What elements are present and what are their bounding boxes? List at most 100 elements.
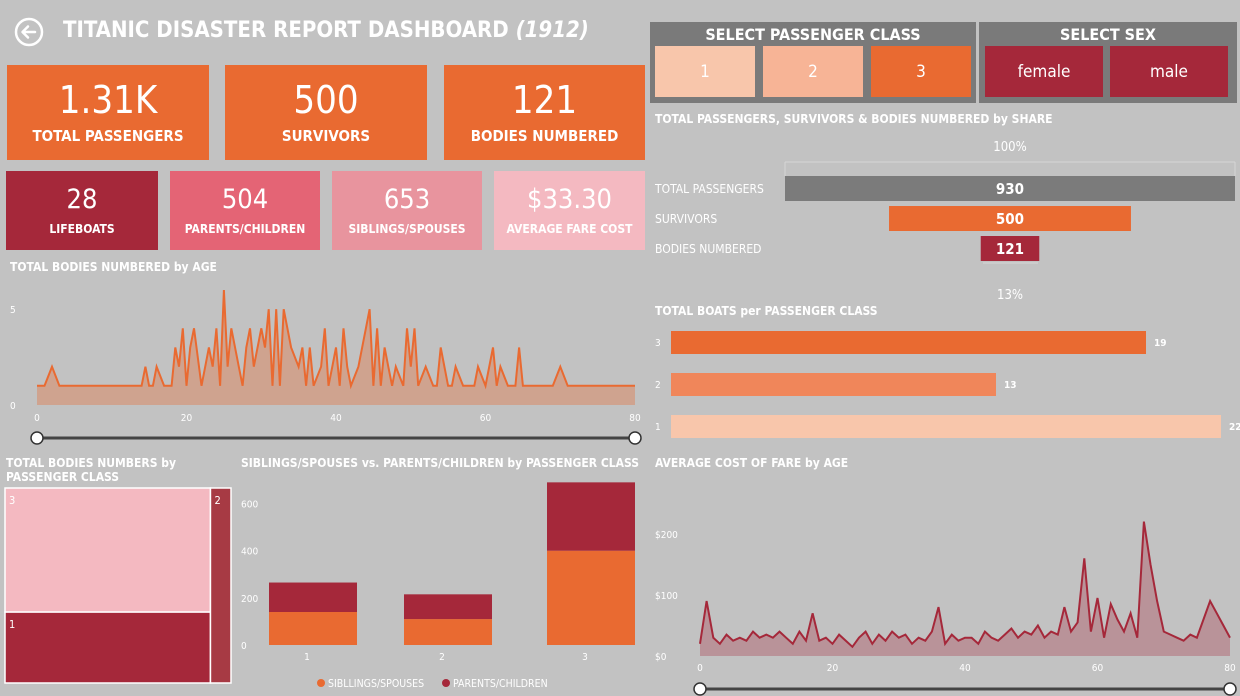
bodies-age-x-tick: 20: [181, 413, 193, 424]
kpi-value: 121: [511, 77, 578, 122]
kpi-label: TOTAL PASSENGERS: [32, 126, 184, 145]
share-bottom-label: 13%: [997, 288, 1023, 303]
kpi-value: $33.30: [527, 183, 612, 215]
kpi-label: LIFEBOATS: [49, 221, 115, 236]
kpi-label: SIBLINGS/SPOUSES: [348, 221, 466, 236]
page-title-year: (1912): [515, 18, 589, 43]
bodies-age-y-tick: 5: [10, 305, 16, 316]
share-bar-0: [785, 176, 1235, 201]
fare-age-y-tick: $0: [655, 652, 667, 663]
legend-label-parents: PARENTS/CHILDREN: [453, 678, 548, 690]
fare-age-area: [700, 521, 1230, 656]
kpi-survivors: 500 SURVIVORS: [225, 65, 427, 160]
boats-category-label: 1: [655, 422, 661, 433]
kpi-label: BODIES NUMBERED: [470, 126, 619, 145]
back-arrow-icon[interactable]: [14, 17, 44, 47]
bodies-age-x-tick: 0: [34, 413, 40, 424]
kpi-value: 500: [293, 77, 359, 122]
fare-age-x-tick: 80: [1224, 663, 1236, 674]
bodies-age-x-tick: 60: [480, 413, 492, 424]
sib-par-y-tick: 200: [241, 594, 258, 605]
share-category-label: TOTAL PASSENGERS: [654, 182, 764, 196]
legend-label-siblings: SIBLLINGS/SPOUSES: [328, 678, 424, 690]
boats-category-label: 2: [655, 380, 661, 391]
fare-range-slider-handle-max[interactable]: [1223, 682, 1237, 696]
share-bar-1: [889, 206, 1131, 231]
fare-range-slider-handle-min[interactable]: [693, 682, 707, 696]
share-bar-value: 930: [996, 180, 1024, 198]
sib-par-bar-siblings-class-2: [404, 619, 492, 645]
treemap-tile-label: 3: [9, 494, 15, 507]
sib-par-bar-parents-class-2: [404, 594, 492, 620]
boats-bar-value: 13: [1004, 380, 1017, 391]
sib-par-x-tick: 2: [439, 652, 445, 663]
treemap-tile-label: 1: [9, 618, 15, 631]
boats-bar-value: 22: [1229, 422, 1240, 433]
treemap-tile-class-2: [209, 487, 232, 684]
boats-bar-value: 19: [1154, 338, 1167, 349]
sib-par-bar-parents-class-3: [547, 482, 635, 551]
fare-age-x-tick: 20: [827, 663, 839, 674]
sib-par-bar-siblings-class-3: [547, 550, 635, 645]
boats-bar-class-3: [671, 331, 1146, 354]
fare-age-y-tick: $100: [655, 591, 678, 602]
fare-age-chart-title: AVERAGE COST OF FARE by AGE: [655, 456, 849, 470]
share-category-label: BODIES NUMBERED: [655, 242, 761, 256]
legend-marker-parents: [442, 679, 450, 687]
share-chart-title: TOTAL PASSENGERS, SURVIVORS & BODIES NUM…: [655, 112, 1053, 126]
age-range-slider-handle-max[interactable]: [628, 431, 642, 445]
sib-par-x-tick: 1: [304, 652, 310, 663]
fare-age-x-tick: 60: [1092, 663, 1104, 674]
kpi-value: 28: [66, 183, 98, 215]
kpi-label: SURVIVORS: [281, 126, 371, 145]
sex-option-female[interactable]: female: [985, 46, 1103, 97]
share-top-label: 100%: [993, 140, 1026, 155]
share-bar-2: [980, 236, 1040, 261]
bodies-age-x-tick: 40: [330, 413, 342, 424]
fare-age-x-tick: 40: [959, 663, 971, 674]
kpi-parents-children: 504 PARENTS/CHILDREN: [170, 171, 320, 250]
kpi-value: 504: [221, 183, 269, 215]
bodies-age-chart-title: TOTAL BODIES NUMBERED by AGE: [10, 260, 217, 274]
kpi-value: 653: [383, 183, 431, 215]
sib-par-bar-parents-class-1: [269, 582, 357, 612]
treemap-tile-class-3: [4, 487, 212, 613]
sex-option-male[interactable]: male: [1110, 46, 1228, 97]
kpi-label: PARENTS/CHILDREN: [184, 221, 306, 236]
kpi-label: AVERAGE FARE COST: [506, 221, 633, 236]
kpi-bodies-numbered: 121 BODIES NUMBERED: [444, 65, 645, 160]
treemap-title: TOTAL BODIES NUMBERS by PASSENGER CLASS: [6, 456, 176, 484]
sib-par-chart-title: SIBLINGS/SPOUSES vs. PARENTS/CHILDREN by…: [241, 456, 640, 470]
fare-age-line: [699, 521, 1231, 649]
fare-age-x-tick: 0: [697, 663, 703, 674]
legend-marker-siblings: [317, 679, 325, 687]
boats-bar-class-2: [671, 373, 996, 396]
treemap-tile-label: 2: [214, 494, 220, 507]
sib-par-y-tick: 400: [241, 547, 258, 558]
class-option-2[interactable]: 2: [763, 46, 863, 97]
kpi-average-fare: $33.30 AVERAGE FARE COST: [494, 171, 645, 250]
age-range-slider-handle-min[interactable]: [30, 431, 44, 445]
page-title-text: TITANIC DISASTER REPORT DASHBOARD: [63, 18, 509, 43]
class-option-1[interactable]: 1: [655, 46, 755, 97]
sex-slicer-title: SELECT SEX: [979, 22, 1237, 44]
sib-par-y-tick: 0: [241, 641, 247, 652]
page-title: TITANIC DISASTER REPORT DASHBOARD (1912): [63, 18, 589, 43]
boats-category-label: 3: [655, 338, 661, 349]
treemap-tile-class-1: [4, 611, 212, 684]
bodies-age-x-tick: 80: [629, 413, 641, 424]
share-bar-value: 500: [996, 210, 1024, 228]
boats-bar-class-1: [671, 415, 1221, 438]
bodies-age-y-tick: 0: [10, 401, 16, 412]
kpi-siblings-spouses: 653 SIBLINGS/SPOUSES: [332, 171, 482, 250]
class-option-3[interactable]: 3: [871, 46, 971, 97]
boats-chart-title: TOTAL BOATS per PASSENGER CLASS: [655, 304, 878, 318]
bodies-age-line: [37, 289, 635, 390]
treemap-title-line2: PASSENGER CLASS: [6, 470, 120, 484]
sib-par-y-tick: 600: [241, 500, 258, 511]
kpi-value: 1.31K: [58, 77, 158, 122]
share-category-label: SURVIVORS: [655, 212, 717, 226]
treemap-title-line1: TOTAL BODIES NUMBERS by: [6, 456, 177, 470]
share-bar-value: 121: [996, 240, 1024, 258]
